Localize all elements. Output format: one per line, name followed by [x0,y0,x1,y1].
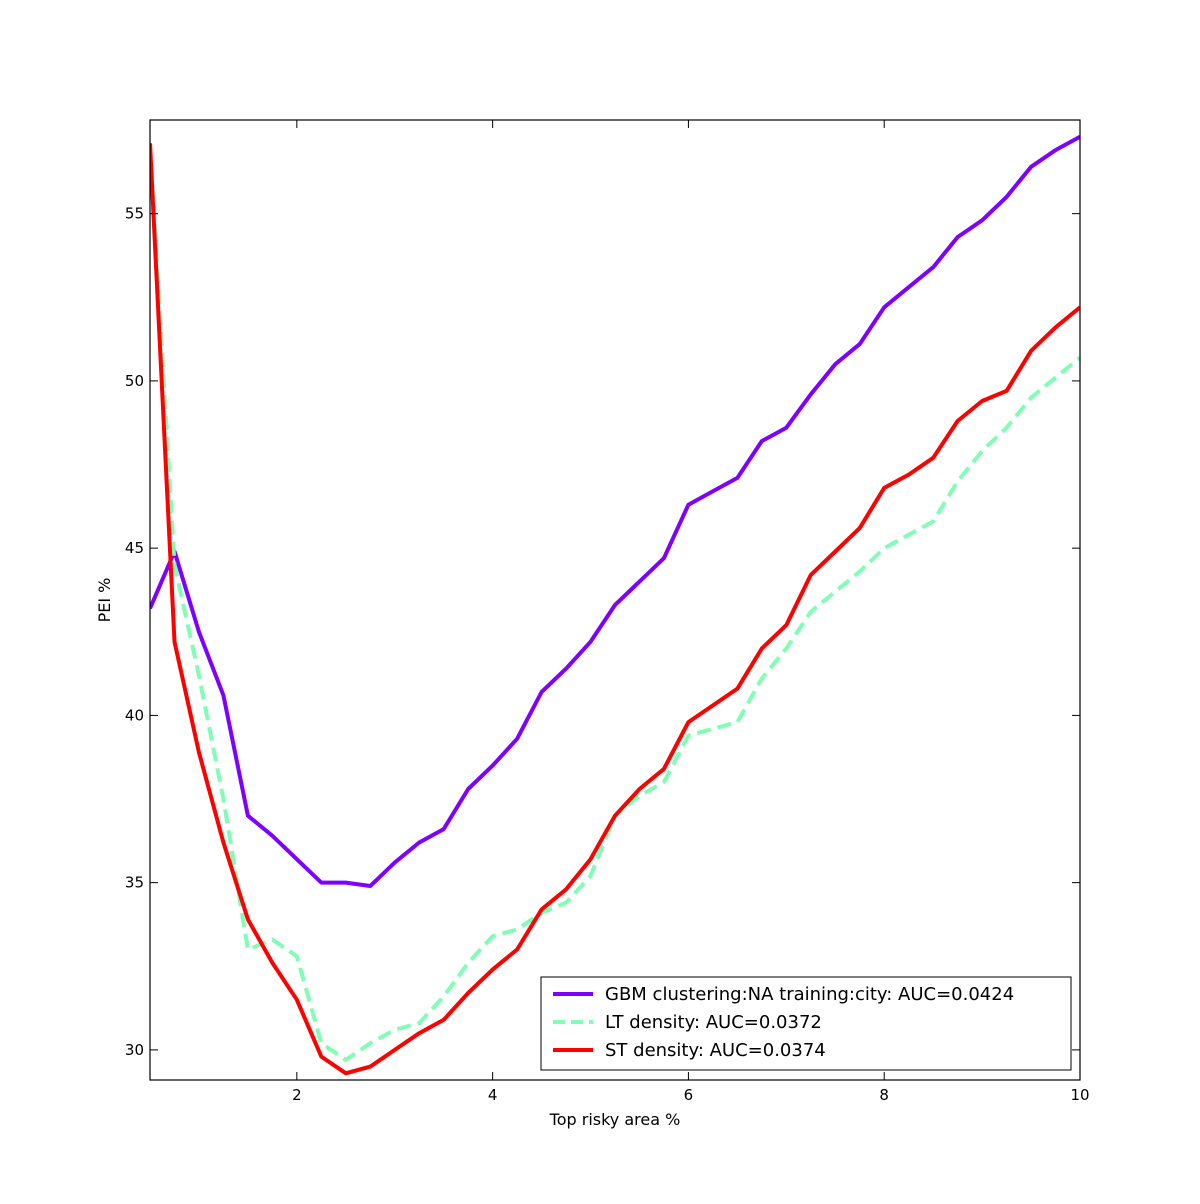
legend-label-1: GBM clustering:NA training:city: AUC=0.0… [605,984,1014,1005]
x-axis-label: Top risky area % [549,1110,681,1129]
y-tick-label: 50 [125,372,144,390]
x-tick-label: 2 [292,1086,302,1104]
y-tick-label: 35 [125,874,144,892]
y-tick-label: 55 [125,205,144,223]
series-line-1 [150,134,1080,888]
legend-label-3: ST density: AUC=0.0374 [605,1040,826,1061]
y-tick-label: 45 [125,539,144,557]
axes-layer: 2 4 6 8 10 30 35 40 45 50 55 [125,119,1090,1104]
x-tick-label: 4 [488,1086,498,1104]
series-line-3 [150,143,1080,1076]
plot-layer [150,134,1080,1076]
y-axis-label: PEI % [95,578,114,623]
y-tick-label: 30 [125,1041,144,1059]
x-tick-label: 8 [879,1086,889,1104]
legend: GBM clustering:NA training:city: AUC=0.0… [540,976,1072,1071]
x-tick-label: 6 [684,1086,694,1104]
legend-label-2: LT density: AUC=0.0372 [605,1012,822,1033]
y-tick-label: 40 [125,706,144,724]
legend-box [540,976,1072,1071]
plot-frame [149,119,1081,1081]
x-tick-label: 10 [1070,1086,1089,1104]
